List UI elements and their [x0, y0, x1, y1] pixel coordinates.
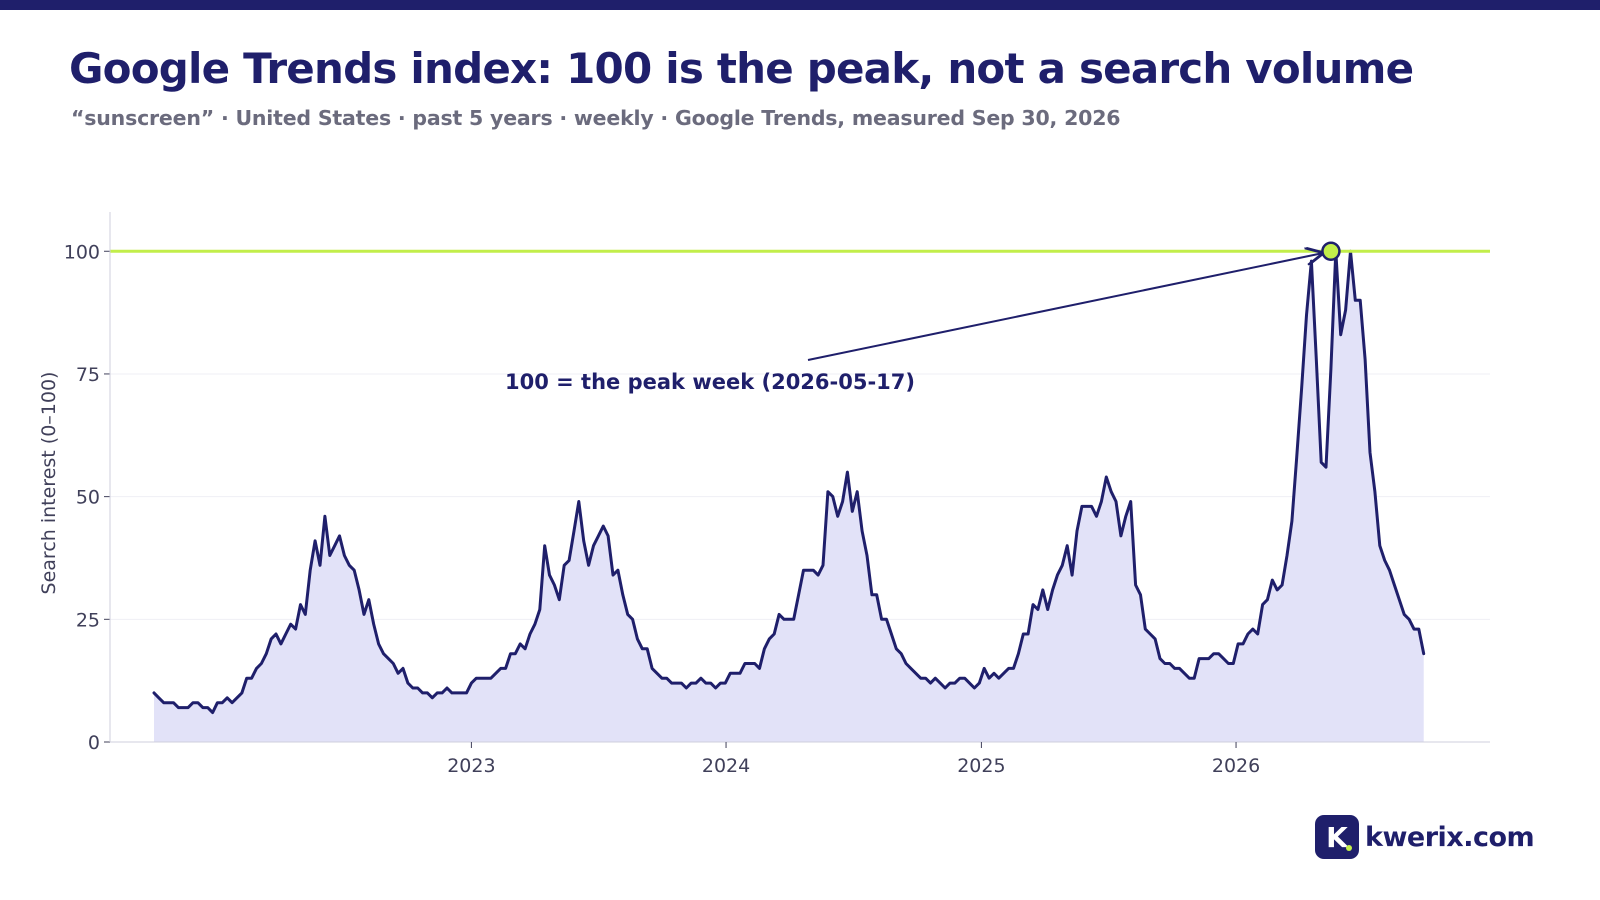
x-tick-label-2023: 2023 — [447, 755, 495, 777]
top-accent-bar — [0, 0, 1600, 10]
area-layer — [152, 249, 1426, 743]
brand-mark-letter: K — [1326, 820, 1348, 854]
y-tick-label-25: 25 — [76, 609, 100, 631]
peak-marker — [1321, 241, 1341, 262]
y-axis-label: Search interest (0–100) — [38, 372, 60, 595]
series-area-fill — [154, 251, 1424, 743]
y-tick-label-50: 50 — [76, 487, 100, 509]
x-tick-label-2025: 2025 — [957, 755, 1005, 777]
annotation-text: 100 = the peak week (2026-05-17) — [505, 370, 915, 394]
x-tick-label-2024: 2024 — [702, 755, 750, 777]
y-tick-label-75: 75 — [76, 364, 100, 386]
annotation-layer: 100 = the peak week (2026-05-17) — [505, 241, 1341, 394]
y-tick-label-0: 0 — [88, 732, 100, 754]
chart-title: Google Trends index: 100 is the peak, no… — [69, 44, 1414, 93]
brand-name: kwerix.com — [1365, 821, 1535, 853]
x-tick-label-2026: 2026 — [1212, 755, 1260, 777]
series-line — [152, 249, 1426, 715]
chart-subtitle: “sunscreen” · United States · past 5 yea… — [71, 106, 1121, 130]
brand-mark-icon: K — [1315, 815, 1359, 859]
y-tick-label-100: 100 — [64, 241, 100, 263]
axis-layer: 0 25 50 75 100 2023 2024 2025 2026 Search interes… — [38, 212, 1490, 777]
annotation-arrow — [807, 253, 1322, 361]
brand-logo: K kwerix.com — [1315, 815, 1535, 859]
